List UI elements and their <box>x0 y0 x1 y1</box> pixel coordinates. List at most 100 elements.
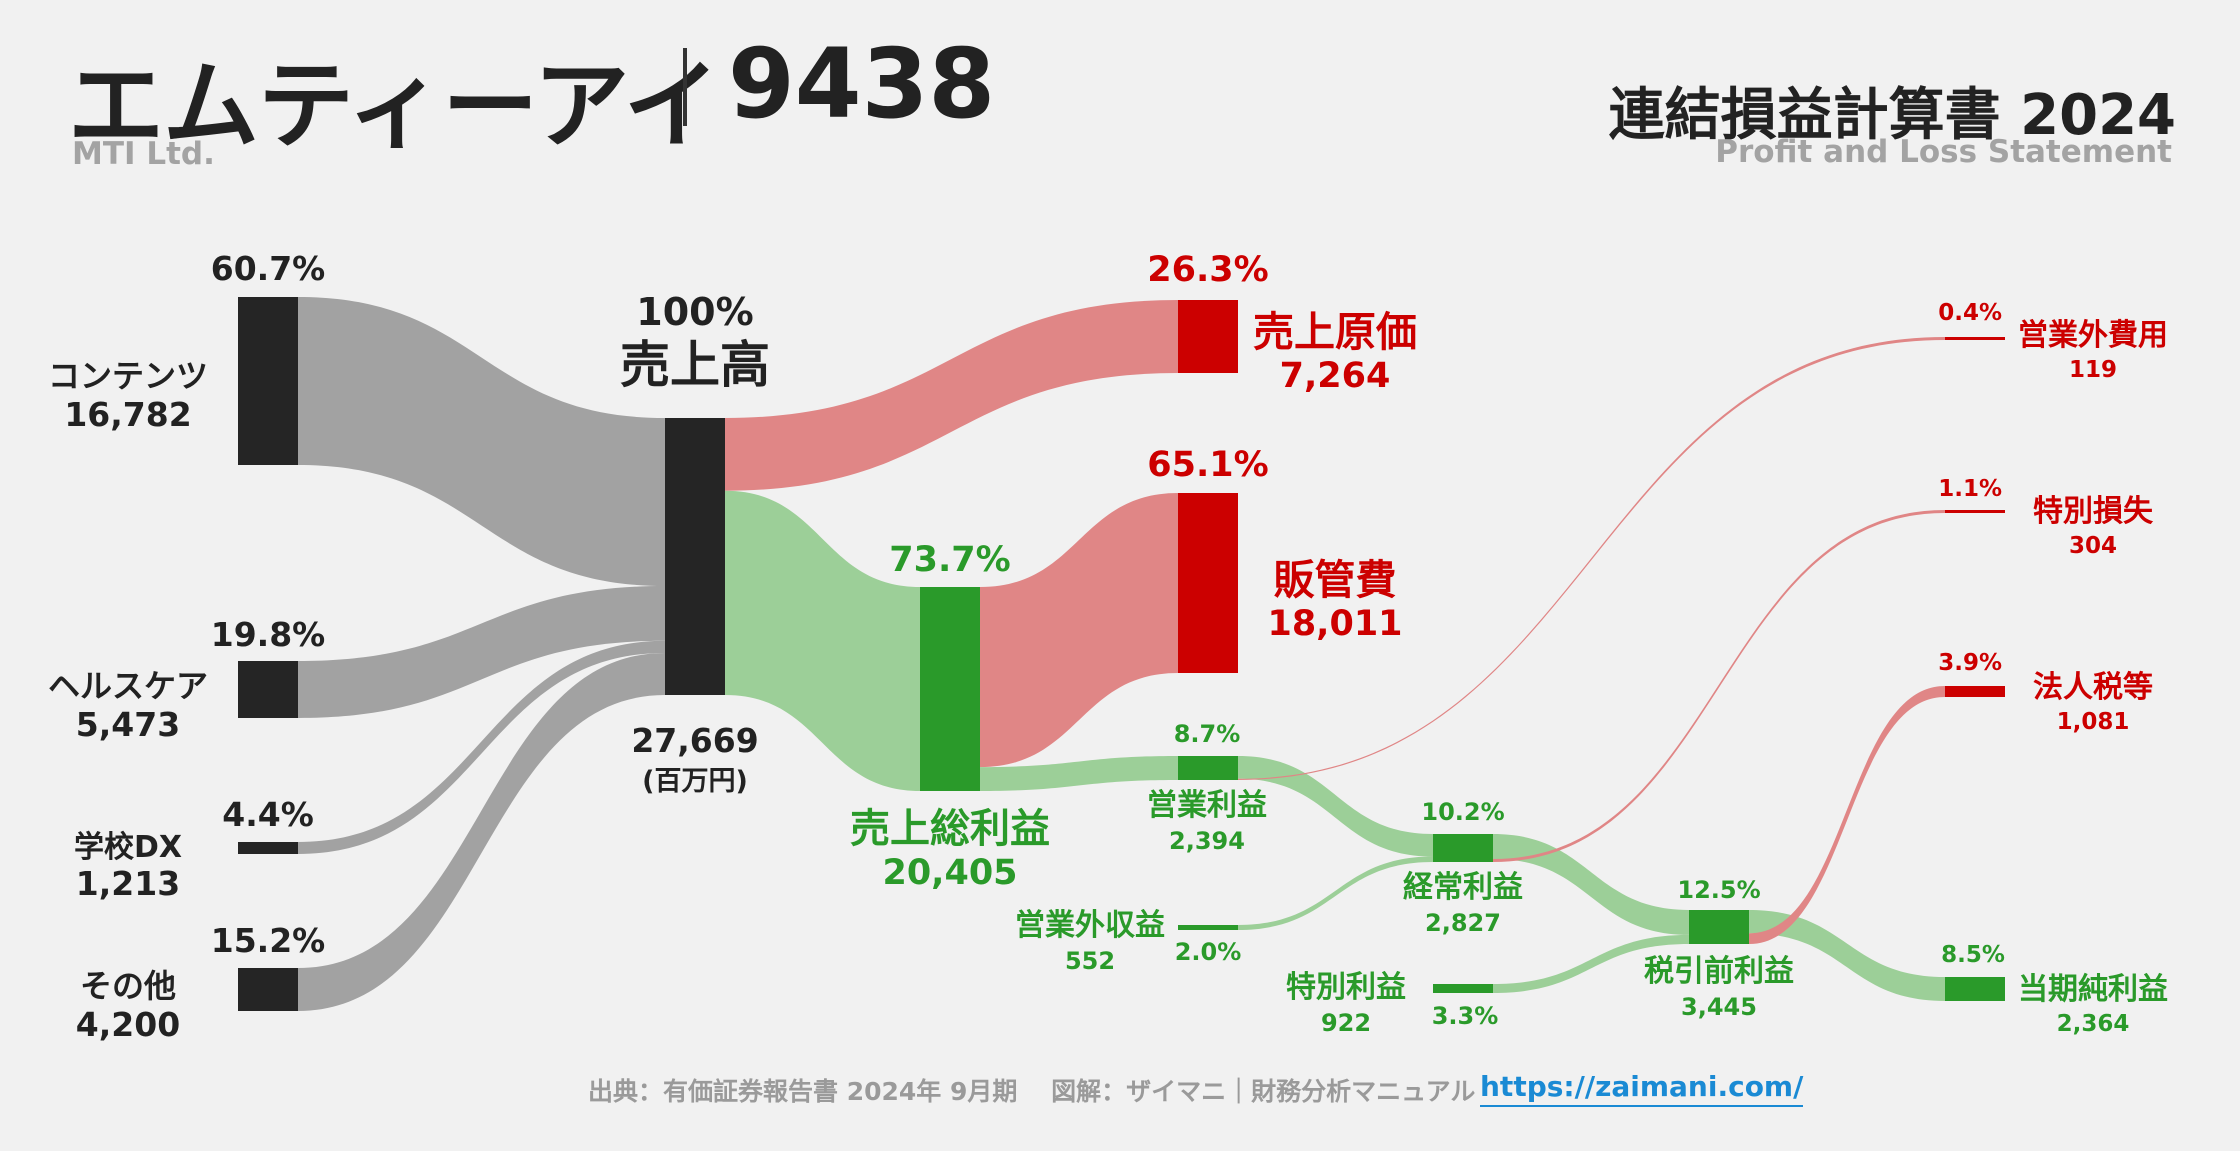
health-pct: 19.8% <box>210 615 326 654</box>
node-ext_gain <box>1433 984 1493 993</box>
ext-loss-name: 特別損失 <box>2033 494 2153 529</box>
op-value: 2,394 <box>1169 827 1245 856</box>
sga-label: 販管費 18,011 <box>1267 556 1402 646</box>
net-pct: 8.5% <box>1941 942 2005 968</box>
source-note: 出典：有価証券報告書 2024年 9月期 図解：ザイマニ｜財務分析マニュアル <box>588 1077 1476 1106</box>
flow-op-nonop_exp <box>1238 337 1945 780</box>
flow-revenue-gross <box>725 490 920 791</box>
node-ordinary <box>1433 834 1493 862</box>
cogs-pct: 26.3% <box>1147 250 1269 290</box>
flow-health-revenue <box>298 586 665 718</box>
flow-pretax-tax <box>1749 686 1945 944</box>
nonop-exp-pct: 0.4% <box>1938 300 2002 326</box>
node-nonop_inc <box>1178 925 1238 930</box>
node-ext_loss <box>1945 510 2005 513</box>
other-pct: 15.2% <box>210 921 326 960</box>
net-name: 当期純利益 <box>2018 972 2168 1007</box>
net-value: 2,364 <box>2056 1011 2130 1038</box>
ext-gain-label: 特別利益 922 <box>1286 970 1406 1038</box>
contents-value: 16,782 <box>64 394 192 434</box>
pretax-value: 3,445 <box>1681 993 1757 1022</box>
op-pct: 8.7% <box>1173 720 1241 748</box>
school-pct: 4.4% <box>222 795 314 834</box>
flow-other-revenue <box>298 652 665 1011</box>
ext-gain-pct: 3.3% <box>1431 1002 1499 1030</box>
health-label: ヘルスケア 5,473 <box>47 667 209 745</box>
revenue-label: 売上高 <box>620 336 770 394</box>
net-label: 当期純利益 2,364 <box>2018 972 2168 1039</box>
tax-pct: 3.9% <box>1938 650 2002 676</box>
tax-name: 法人税等 <box>2033 670 2153 705</box>
nonop-exp-value: 119 <box>2068 357 2117 384</box>
gross-name: 売上総利益 <box>850 806 1050 852</box>
school-label: 学校DX 1,213 <box>74 830 182 904</box>
school-name: 学校DX <box>73 830 183 865</box>
contents-label: コンテンツ 16,782 <box>47 357 209 435</box>
gross-label: 売上総利益 20,405 <box>850 806 1050 894</box>
ordinary-name: 経常利益 <box>1403 870 1523 905</box>
node-revenue <box>665 418 725 695</box>
node-tax <box>1945 686 2005 697</box>
tax-label: 法人税等 1,081 <box>2033 670 2153 737</box>
flow-gross-sga <box>980 493 1178 768</box>
nonop-inc-pct: 2.0% <box>1174 938 1242 966</box>
company-name-en: MTI Ltd. <box>72 136 215 172</box>
node-contents <box>238 297 298 465</box>
nonop-inc-name: 営業外収益 <box>1015 908 1165 943</box>
flow-pretax-net <box>1749 910 1945 1001</box>
ext-loss-value: 304 <box>2068 533 2117 560</box>
contents-pct: 60.7% <box>210 249 326 288</box>
node-nonop_exp <box>1945 337 2005 340</box>
ordinary-value: 2,827 <box>1425 909 1501 938</box>
ordinary-label: 経常利益 2,827 <box>1403 870 1523 938</box>
op-name: 営業利益 <box>1147 788 1267 823</box>
node-other <box>238 968 298 1011</box>
ext-loss-label: 特別損失 304 <box>2033 494 2153 561</box>
flow-revenue-cogs <box>725 300 1178 491</box>
cogs-label: 売上原価 7,264 <box>1253 308 1417 398</box>
gross-pct: 73.7% <box>889 540 1011 580</box>
node-cogs <box>1178 300 1238 373</box>
nodes <box>238 297 2005 1011</box>
node-gross <box>920 587 980 791</box>
node-net <box>1945 977 2005 1001</box>
flow-gross-op <box>980 756 1178 791</box>
flow-ordinary-pretax <box>1493 834 1689 935</box>
node-health <box>238 661 298 718</box>
other-value: 4,200 <box>75 1004 181 1044</box>
nonop-exp-name: 営業外費用 <box>2018 318 2168 353</box>
node-school <box>238 842 298 854</box>
nonop-inc-label: 営業外収益 552 <box>1015 908 1165 976</box>
node-sga <box>1178 493 1238 673</box>
revenue-pct: 100% <box>636 290 754 334</box>
statement-title-en: Profit and Loss Statement <box>1715 134 2172 170</box>
company-name: エムティーアイ <box>68 50 720 162</box>
node-pretax <box>1689 910 1749 944</box>
revenue-value: 27,669 <box>631 721 759 760</box>
ext-loss-pct: 1.1% <box>1938 476 2002 502</box>
cogs-value: 7,264 <box>1279 356 1391 397</box>
other-label: その他 4,200 <box>75 967 181 1045</box>
title-separator <box>683 48 687 126</box>
health-name: ヘルスケア <box>47 667 209 705</box>
source-link[interactable]: https://zaimani.com/ <box>1480 1070 1804 1107</box>
flows <box>298 297 1945 1011</box>
tax-value: 1,081 <box>2056 709 2130 736</box>
stock-code: 9438 <box>728 28 996 140</box>
flow-school-revenue <box>298 640 665 854</box>
flow-op-ordinary <box>1238 756 1433 857</box>
contents-name: コンテンツ <box>47 357 209 395</box>
sga-pct: 65.1% <box>1147 445 1269 485</box>
unit-label: (百万円) <box>642 766 748 797</box>
other-name: その他 <box>79 967 177 1005</box>
node-op <box>1178 756 1238 780</box>
sga-name: 販管費 <box>1273 556 1397 604</box>
pretax-label: 税引前利益 3,445 <box>1644 954 1794 1022</box>
school-value: 1,213 <box>75 864 181 904</box>
pretax-pct: 12.5% <box>1677 876 1761 904</box>
flow-ordinary-ext_loss <box>1493 510 1945 862</box>
flow-nonop_inc-ordinary <box>1238 856 1433 930</box>
flow-contents-revenue <box>298 297 665 587</box>
health-value: 5,473 <box>75 704 181 744</box>
